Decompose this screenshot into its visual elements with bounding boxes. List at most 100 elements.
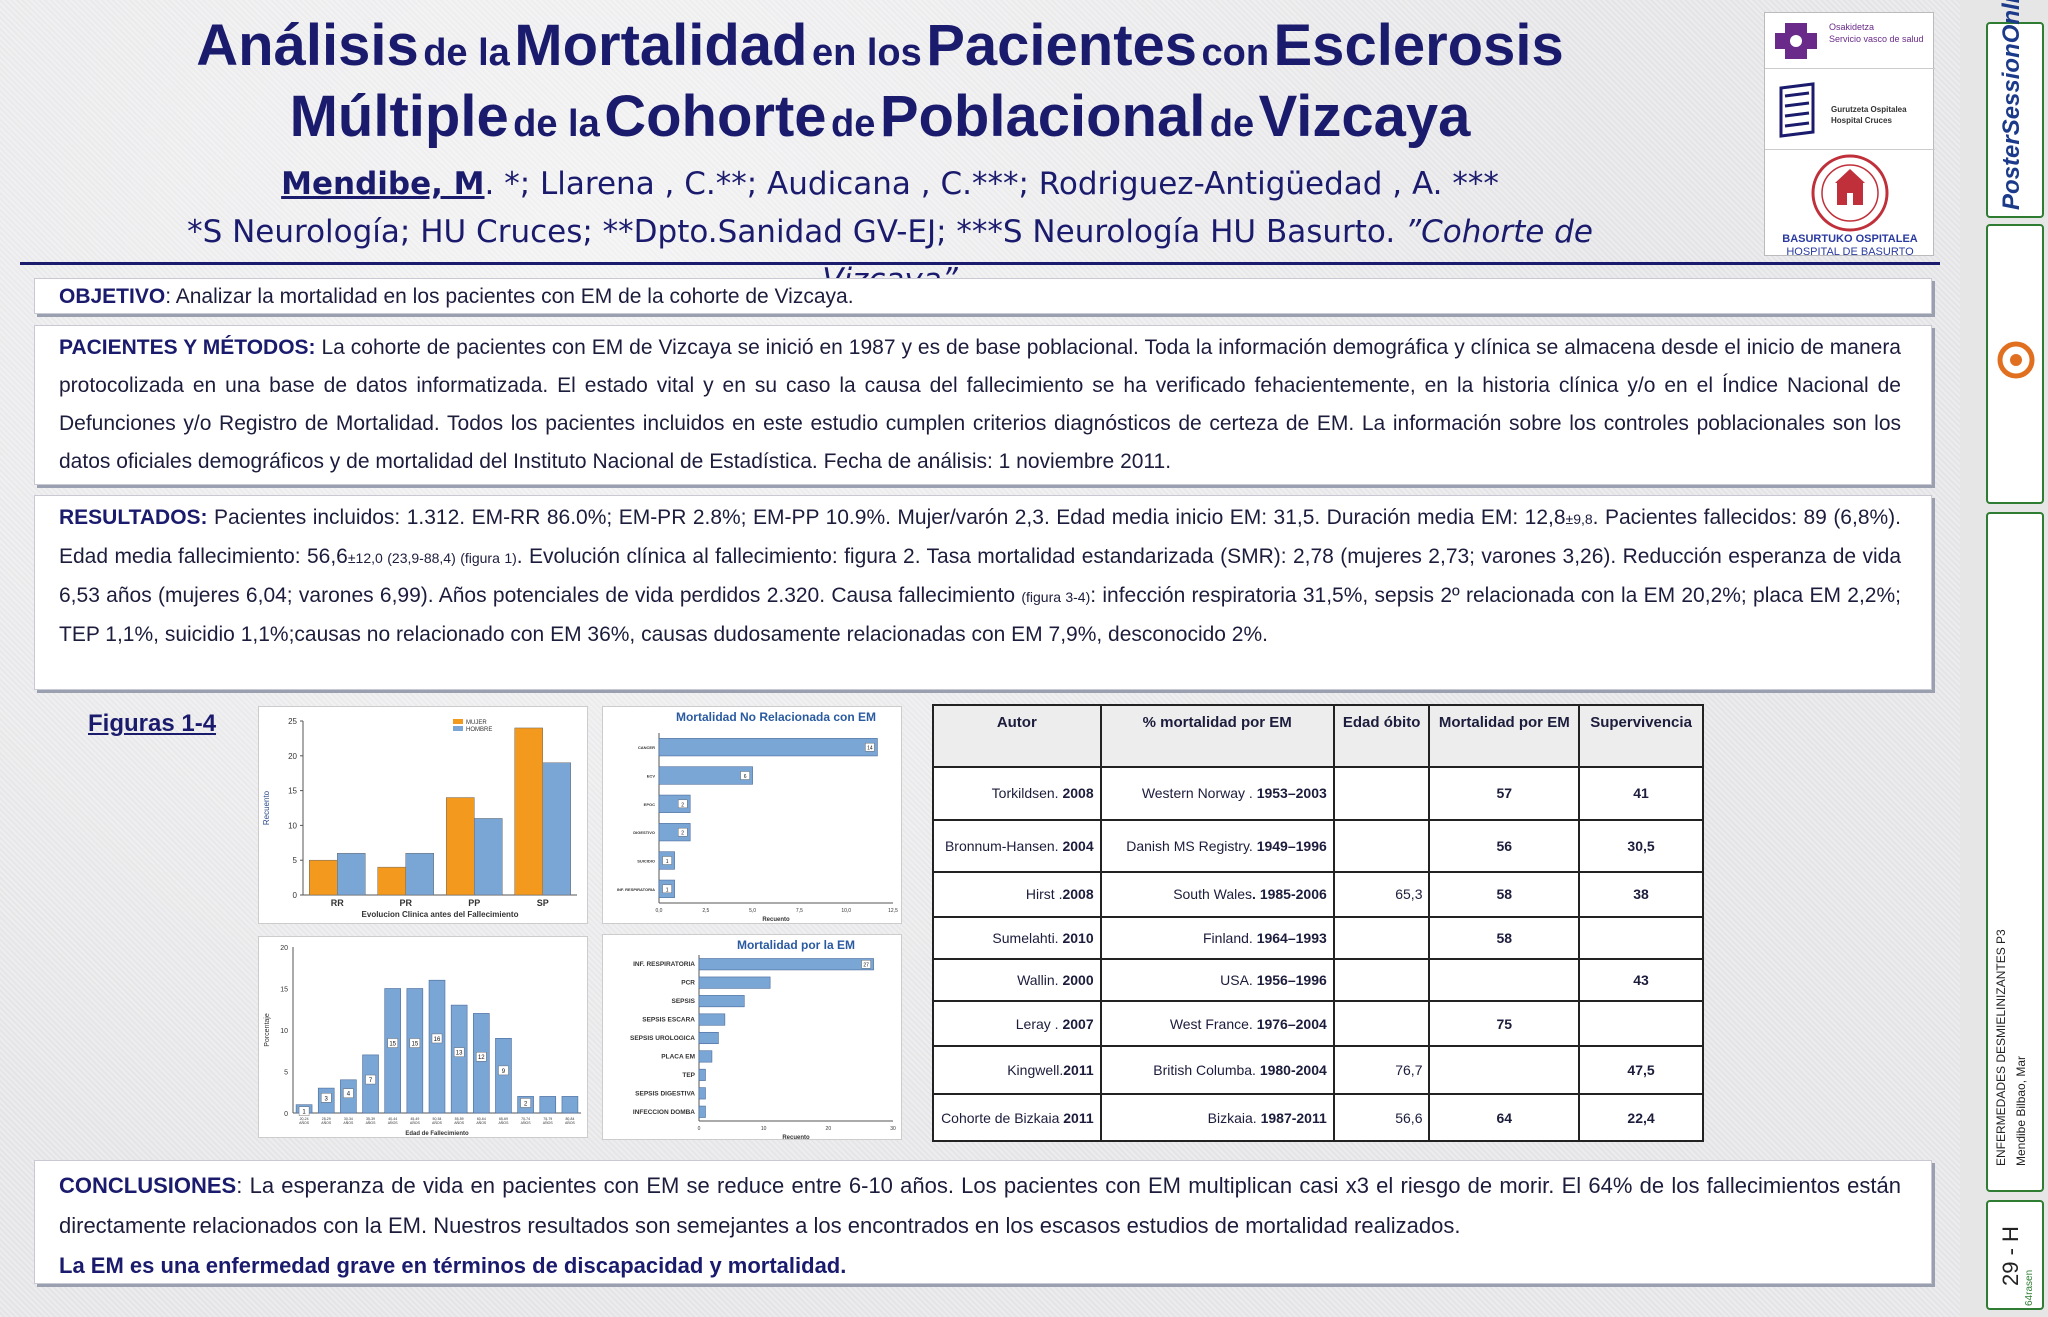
- figure-3-svg: 05101520120-24AÑOS325-29AÑOS430-34AÑOS73…: [264, 945, 581, 1137]
- category-label: SEPSIS ESCARA: [642, 1017, 695, 1024]
- bar: [698, 1031, 719, 1045]
- bar: [428, 979, 446, 1114]
- data-label: 15: [389, 1042, 396, 1048]
- basurto-seal-icon: [1811, 154, 1889, 232]
- table-row: Wallin. 2000 USA. 1956–1996 43: [932, 958, 1704, 1003]
- table-cell: Cohorte de Bizkaia 2011: [932, 1093, 1102, 1142]
- society-logo-box: [1986, 224, 2044, 504]
- x-tick-label: 30-34: [344, 1117, 353, 1121]
- category-label: INF. RESPIRATORIA: [633, 961, 695, 968]
- table-row: Hirst .2008 South Wales. 1985-2006 65,3 58 3…: [932, 871, 1704, 918]
- data-label: 3: [325, 1096, 329, 1102]
- brand-name: PosterSessionOnline: [1998, 0, 2025, 210]
- table-cell: [1578, 915, 1704, 961]
- bar: [698, 1087, 706, 1100]
- data-label: 2: [681, 802, 684, 808]
- data-label-box: [740, 771, 750, 780]
- x-tick-label: AÑOS: [476, 1120, 487, 1125]
- y-tick-label: 25: [288, 717, 297, 726]
- table-row: Sumelahti. 2010 Finland. 1964–1993 58: [932, 915, 1704, 961]
- x-tick-label: 45-49: [410, 1117, 419, 1121]
- data-label-box: [662, 856, 672, 865]
- x-tick-label: AÑOS: [410, 1120, 421, 1125]
- objetivo-section: OBJETIVO: Analizar la mortalidad en los …: [34, 278, 1932, 314]
- x-tick-label: AÑOS: [432, 1120, 443, 1125]
- data-label: 9: [502, 1069, 506, 1075]
- x-axis-title: Edad de Fallecimiento: [405, 1131, 469, 1137]
- table-cell: [1578, 1000, 1704, 1047]
- category-label: DIGESTIVO: [633, 830, 655, 835]
- table-cell: Danish MS Registry. 1949–1996: [1099, 818, 1335, 874]
- data-label-box: [865, 742, 875, 752]
- table-cell: West France. 1976–2004: [1099, 1000, 1335, 1047]
- y-axis-title: Porcentaje: [264, 1013, 271, 1047]
- data-label-box: [321, 1093, 332, 1103]
- col-mort-em: Mortalidad por EM: [1428, 704, 1581, 768]
- col-mortalidad: % mortalidad por EM: [1099, 704, 1335, 768]
- x-tick-label: 5,0: [749, 908, 756, 914]
- table-cell: British Columba. 1980-2004: [1099, 1044, 1335, 1096]
- bar: [384, 988, 401, 1114]
- table-cell: Leray . 2007: [932, 1000, 1102, 1047]
- data-label-box: [861, 960, 871, 969]
- table-cell: [1428, 958, 1581, 1003]
- category-label: ECV: [647, 774, 656, 779]
- y-tick-label: 15: [288, 787, 297, 796]
- table-header-row: Autor % mortalidad por EM Edad óbito Mor…: [932, 704, 1704, 768]
- x-tick-label: 30: [890, 1126, 896, 1132]
- bar: [406, 988, 424, 1114]
- table-cell: 64: [1428, 1093, 1581, 1142]
- table-cell: [1332, 1000, 1431, 1047]
- category-label: INF. RESPIRATORIA: [617, 887, 655, 892]
- category-label: INFECCION DOMBA: [633, 1109, 695, 1116]
- y-tick-label: 20: [288, 752, 297, 761]
- x-tick-label: PR: [399, 898, 412, 908]
- data-label: 7: [369, 1078, 373, 1084]
- table-row: Bronnum-Hansen. 2004 Danish MS Registry. …: [932, 818, 1704, 874]
- x-tick-label: AÑOS: [321, 1120, 332, 1125]
- x-tick-label: AÑOS: [454, 1120, 465, 1125]
- bar: [698, 1050, 713, 1063]
- data-label-box: [677, 827, 688, 837]
- table-cell: Torkildsen. 2008: [932, 766, 1102, 821]
- table-cell: Kingwell.2011: [932, 1044, 1102, 1096]
- x-tick-label: 2,5: [702, 908, 709, 914]
- table-cell: 22,4: [1578, 1093, 1704, 1142]
- x-tick-label: 20: [826, 1126, 832, 1132]
- x-tick-label: AÑOS: [343, 1120, 354, 1125]
- figures-label: Figuras 1-4: [88, 710, 217, 737]
- data-label-box: [498, 1065, 509, 1076]
- table-row: Kingwell.2011 British Columba. 1980-2004 7…: [932, 1044, 1704, 1096]
- title-divider: [20, 262, 1940, 265]
- col-edad: Edad óbito: [1332, 704, 1431, 768]
- bar: [658, 794, 691, 813]
- data-label-box: [677, 799, 688, 809]
- table-cell: 58: [1428, 871, 1581, 918]
- table-row: Torkildsen. 2008 Western Norway . 1953–20…: [932, 766, 1704, 821]
- y-tick-label: 5: [293, 856, 298, 865]
- bar: [514, 727, 543, 896]
- y-tick-label: 10: [280, 1028, 288, 1035]
- logos-panel: Osakidetza Servicio vasco de salud Gurutz…: [1764, 12, 1935, 258]
- data-label: 1: [302, 1110, 306, 1116]
- brand-box[interactable]: PosterSessionOnline: [1986, 0, 2044, 218]
- session-author: Mendibe Bilbao, Mar: [2014, 1055, 2028, 1166]
- bar: [539, 1096, 557, 1114]
- data-label-box: [409, 1038, 421, 1048]
- y-tick-label: 5: [284, 1070, 288, 1077]
- x-tick-label: AÑOS: [521, 1120, 532, 1125]
- x-tick-label: 65-69: [499, 1117, 508, 1121]
- bar: [561, 1096, 579, 1114]
- x-tick-label: 10: [761, 1126, 767, 1132]
- data-label: 2: [681, 831, 684, 837]
- x-tick-label: AÑOS: [388, 1120, 399, 1125]
- lead-author: Mendibe, M: [281, 166, 485, 202]
- data-label: 4: [347, 1092, 351, 1098]
- y-tick-label: 0: [284, 1111, 288, 1118]
- data-label-box: [431, 1033, 443, 1044]
- table-cell: [1332, 818, 1431, 874]
- x-tick-label: 0,0: [656, 908, 663, 914]
- legend-label: MUJER: [466, 720, 487, 726]
- data-label-box: [453, 1047, 465, 1057]
- x-axis-title: Evolucion Clinica antes del Fallecimient…: [362, 910, 519, 919]
